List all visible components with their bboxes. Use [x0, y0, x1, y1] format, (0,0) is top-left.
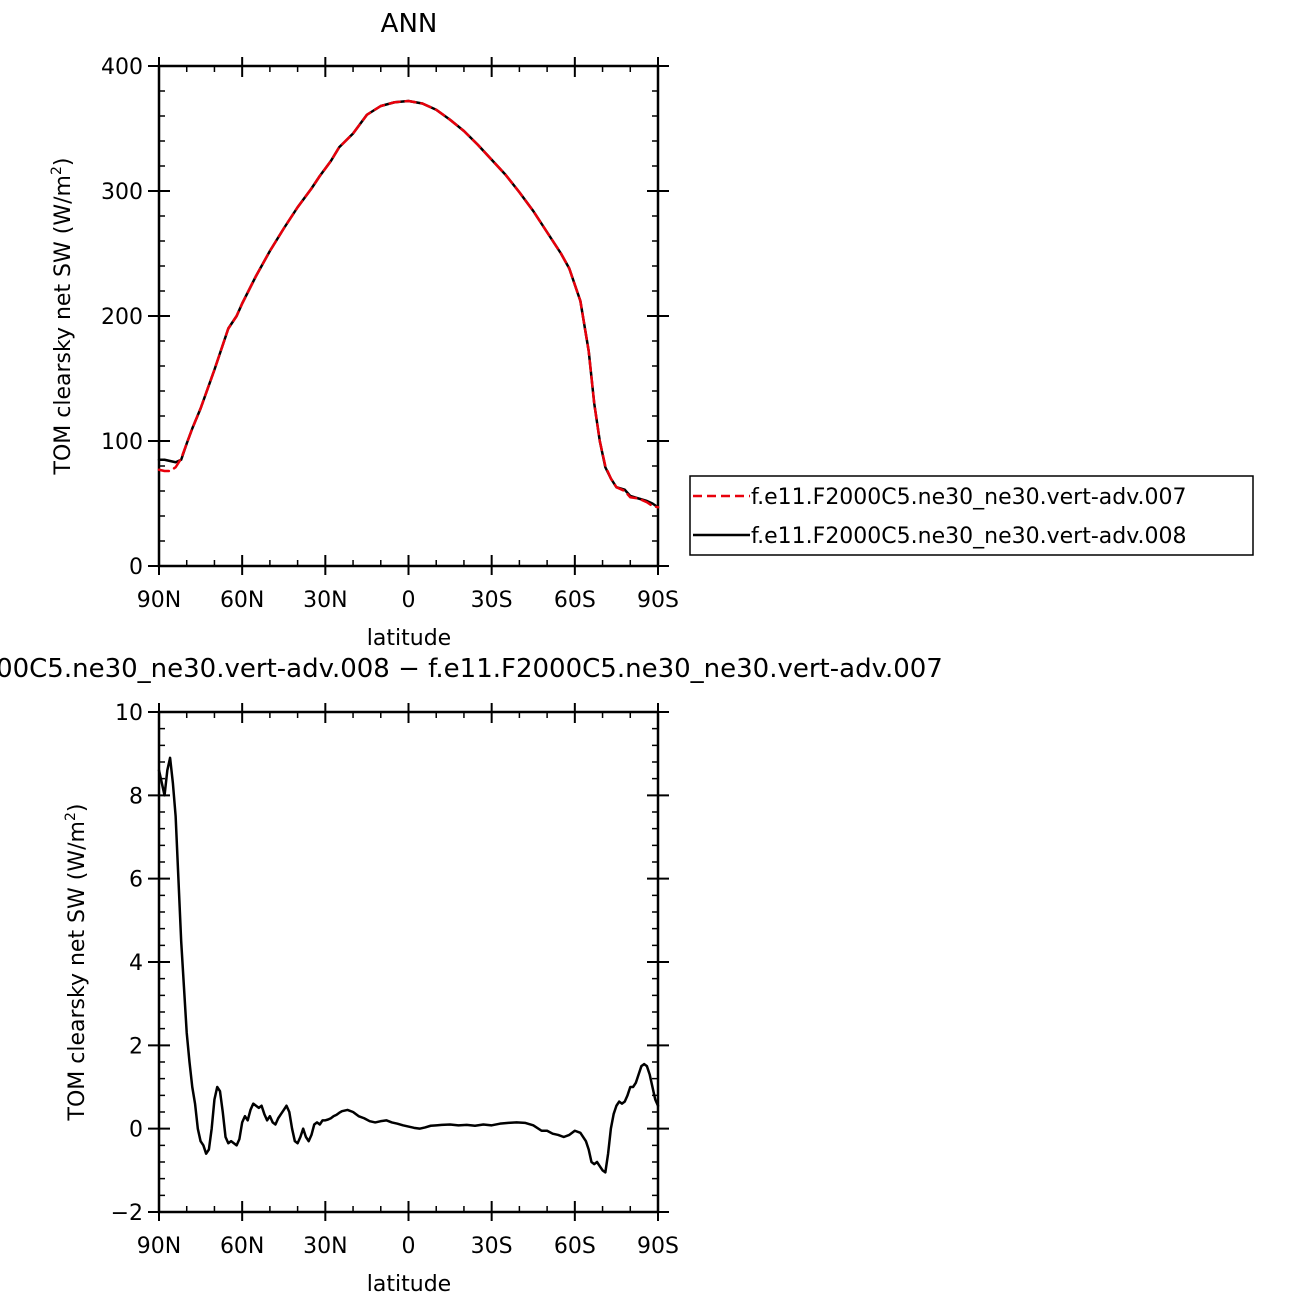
top-x-tick-label: 30S	[471, 588, 513, 613]
bottom-series-lines	[157, 756, 660, 1174]
bottom-y-tick-label: −2	[111, 1201, 143, 1226]
bottom-x-tick-label: 60S	[554, 1234, 596, 1259]
bottom-y-axis-label: TOM clearsky net SW (W/m2)	[63, 804, 90, 1122]
bottom-y-tick-label: 6	[129, 868, 143, 893]
legend-label-series-007: f.e11.F2000C5.ne30_ne30.vert-adv.007	[751, 485, 1187, 510]
bottom-x-tick-label: 30S	[471, 1234, 513, 1259]
top-x-tick-label: 90N	[137, 588, 181, 613]
top-y-axis-label-close: )	[51, 158, 76, 167]
top-x-axis-label: latitude	[367, 626, 451, 651]
bottom-x-tick-label: 60N	[220, 1234, 264, 1259]
top-x-tick-label: 30N	[303, 588, 347, 613]
top-y-axis-label-sup: 2	[49, 166, 65, 175]
bottom-x-tick-label: 90N	[137, 1234, 181, 1259]
top-series-line-0	[157, 99, 660, 509]
top-y-axis-label: TOM clearsky net SW (W/m2)	[49, 158, 76, 476]
top-y-tick-label: 200	[101, 305, 143, 330]
bottom-y-axis-label-main: TOM clearsky net SW (W/m	[65, 821, 90, 1121]
bottom-y-tick-label: 8	[129, 784, 143, 809]
bottom-x-tick-label: 90S	[637, 1234, 679, 1259]
bottom-y-ticks: −2 0 2 4 6 8 10	[111, 701, 669, 1226]
top-series-lines	[157, 99, 660, 509]
top-x-tick-label: 90S	[637, 588, 679, 613]
top-series-line-1	[157, 99, 660, 509]
top-x-tick-label: 60S	[554, 588, 596, 613]
legend-box	[689, 475, 1254, 556]
top-y-tick-label: 100	[101, 430, 143, 455]
top-y-tick-label: 400	[101, 55, 143, 80]
top-y-axis-label-main: TOM clearsky net SW (W/m	[51, 175, 76, 475]
bottom-x-axis-label: latitude	[367, 1272, 451, 1297]
top-x-tick-label: 60N	[220, 588, 264, 613]
bottom-x-tick-label: 0	[402, 1234, 416, 1259]
top-x-tick-label: 0	[402, 588, 416, 613]
top-y-tick-label: 300	[101, 180, 143, 205]
bottom-panel: f.e11.F2000C5.ne30_ne30.vert-adv.008 − f…	[0, 654, 943, 1297]
bottom-y-tick-label: 10	[115, 701, 143, 726]
bottom-x-tick-label: 30N	[303, 1234, 347, 1259]
top-chart-title: ANN	[381, 9, 438, 39]
bottom-chart-title: f.e11.F2000C5.ne30_ne30.vert-adv.008 − f…	[0, 654, 943, 684]
bottom-y-tick-label: 4	[129, 951, 143, 976]
top-y-ticks: 0 100 200 300 400	[101, 55, 669, 580]
bottom-y-axis-label-close: )	[65, 804, 90, 813]
bottom-series-line-0	[157, 756, 660, 1174]
bottom-y-tick-label: 0	[129, 1118, 143, 1143]
legend: f.e11.F2000C5.ne30_ne30.vert-adv.007 f.e…	[689, 475, 1254, 556]
top-x-ticks: 90N 60N 30N 0 30S 60S 90S	[137, 57, 679, 613]
top-panel: ANN 0 100 200 300 400 90N 60N 30N 0 30S 60S 90S la…	[49, 9, 1254, 651]
bottom-x-ticks: 90N 60N 30N 0 30S 60S 90S	[137, 703, 679, 1259]
bottom-y-axis-label-sup: 2	[63, 812, 79, 821]
bottom-y-tick-label: 2	[129, 1034, 143, 1059]
top-y-tick-label: 0	[129, 555, 143, 580]
legend-label-series-008: f.e11.F2000C5.ne30_ne30.vert-adv.008	[751, 524, 1187, 549]
